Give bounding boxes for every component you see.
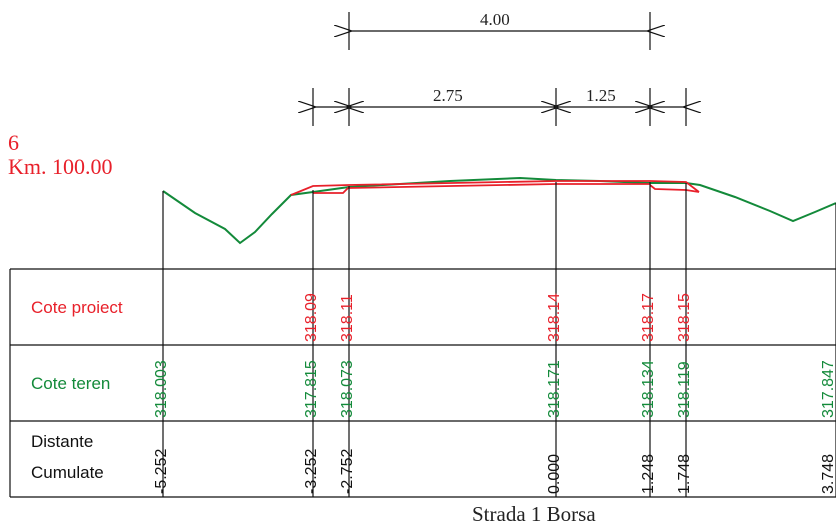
row-label-distance-2: Cumulate [31,463,104,482]
project-elevation: 318.14 [546,293,563,342]
cumulative-distance: -3.252 [303,449,320,494]
station-number: 6 [8,130,19,155]
profile-verticals [162,182,836,497]
dimension-overall-value: 4.00 [480,10,510,29]
terrain-elevation: 318.073 [339,360,356,418]
terrain-elevation: 317.847 [820,360,836,418]
cumulative-distance: 3.748 [820,454,836,494]
row-label-terrain: Cote teren [31,374,110,393]
dimension-overall: 4.00 [349,10,650,50]
terrain-line [162,176,836,245]
dimension-left-value: 2.75 [433,86,463,105]
cumulative-distances: -5.252 -3.252 -2.752 0.000 1.248 1.748 3… [153,449,836,494]
project-elevation: 318.15 [676,293,693,342]
drawing-caption: Strada 1 Borsa [472,502,596,526]
dimension-chain: 2.75 1.25 [313,86,686,126]
cumulative-distance: -2.752 [339,449,356,494]
cumulative-distance: -5.252 [153,449,170,494]
row-label-project: Cote proiect [31,298,123,317]
project-elevation: 318.11 [339,294,356,342]
terrain-elevations: 318.003 317.815 318.073 318.171 318.134 … [153,360,836,418]
data-table-grid [9,268,836,498]
cumulative-distance: 1.748 [676,454,693,494]
row-label-distance-1: Distante [31,432,93,451]
dimension-right-value: 1.25 [586,86,616,105]
cumulative-distance: 1.248 [640,454,657,494]
terrain-elevation: 318.003 [153,360,170,418]
project-elevation: 318.09 [303,293,320,342]
cumulative-distance: 0.000 [546,454,563,494]
project-elevations: 318.09 318.11 318.14 318.17 318.15 [303,293,693,342]
project-elevation: 318.17 [640,293,657,342]
terrain-elevation: 318.119 [676,361,693,418]
station-km: Km. 100.00 [8,154,113,179]
project-line [290,180,700,196]
terrain-elevation: 318.134 [640,360,657,418]
terrain-elevation: 317.815 [303,360,320,418]
terrain-elevation: 318.171 [546,360,563,418]
